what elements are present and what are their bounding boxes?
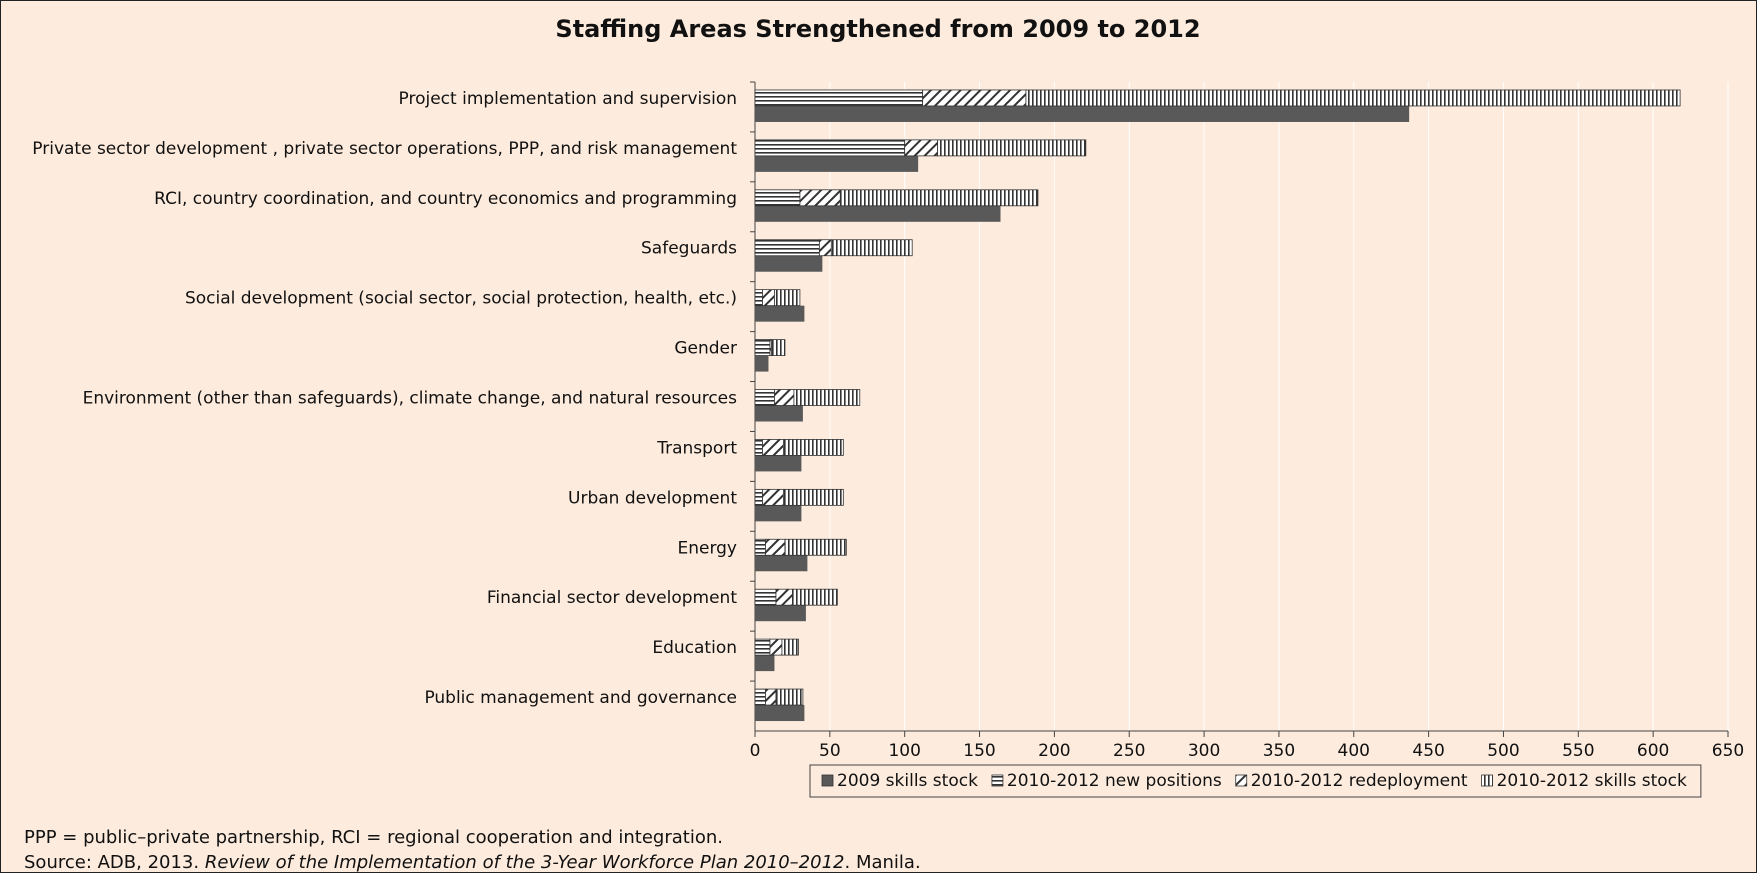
x-tick-label: 0 [750, 741, 761, 761]
bar-segment [937, 139, 1087, 157]
bar-segment [754, 239, 820, 257]
x-tick-label: 250 [1113, 741, 1145, 761]
bar-segment [784, 538, 847, 556]
bar-segment [774, 389, 795, 406]
bar-segment [771, 339, 786, 356]
y-tick-label: Private sector development , private sec… [32, 139, 737, 159]
bar-segment [754, 538, 766, 556]
bar [755, 705, 805, 722]
legend-label: 2009 skills stock [837, 771, 978, 791]
bar-segment [775, 688, 804, 706]
source-suffix: . Manila. [845, 852, 921, 873]
bar-segment [839, 189, 1039, 207]
bar [755, 605, 806, 622]
bar-segment [754, 189, 801, 207]
y-tick-label: Urban development [568, 488, 737, 508]
chart-title: Staffing Areas Strengthened from 2009 to… [555, 15, 1200, 43]
bar [755, 655, 775, 672]
x-tick-label: 650 [1712, 741, 1744, 761]
legend-label: 2010-2012 skills stock [1497, 771, 1687, 791]
bar-segment [775, 588, 793, 606]
y-tick-label: Education [652, 638, 737, 658]
bar [755, 255, 823, 272]
bar-segment [783, 488, 844, 506]
bar-segment [799, 189, 841, 207]
bar [755, 205, 1001, 222]
bar-segment [765, 538, 786, 556]
bar-segment [1025, 89, 1681, 107]
y-tick-label: Project implementation and supervision [399, 89, 737, 109]
x-tick-label: 450 [1412, 741, 1444, 761]
bar-segment [904, 139, 939, 157]
x-tick-label: 350 [1263, 741, 1295, 761]
footnote: PPP = public–private partnership, RCI = … [24, 827, 723, 848]
bar-segment [754, 339, 771, 356]
y-tick-label: Gender [674, 339, 737, 359]
bar-segment [922, 89, 1027, 107]
source-title: Review of the Implementation of the 3-Ye… [205, 852, 845, 873]
bar-segment [830, 239, 913, 257]
source-prefix: Source: ADB, 2013. [24, 852, 205, 873]
legend-swatch [1481, 774, 1493, 787]
x-tick-label: 50 [819, 741, 841, 761]
bar-segment [754, 638, 771, 656]
bar-segment [754, 139, 906, 157]
x-tick-label: 400 [1338, 741, 1370, 761]
bar-segment [754, 389, 775, 406]
source: Source: ADB, 2013. Review of the Impleme… [24, 852, 921, 873]
bar-segment [769, 638, 783, 656]
legend-swatch [991, 774, 1004, 787]
x-tick-label: 300 [1188, 741, 1220, 761]
x-tick-label: 600 [1637, 741, 1669, 761]
bar-segment [818, 239, 832, 257]
legend-label: 2010-2012 new positions [1007, 771, 1222, 791]
y-tick-label: Social development (social sector, socia… [185, 289, 737, 309]
y-tick-label: Energy [677, 538, 737, 558]
y-tick-label: Safeguards [641, 239, 737, 259]
x-tick-label: 500 [1487, 741, 1519, 761]
x-tick-label: 100 [888, 741, 920, 761]
bar [755, 105, 1410, 122]
x-tick-label: 550 [1562, 741, 1594, 761]
bar [755, 505, 802, 522]
legend-swatch [1235, 774, 1248, 787]
bar-segment [754, 89, 924, 107]
bar-segment [754, 289, 763, 307]
legend: 2009 skills stock 2010-2012 new positions… [809, 764, 1702, 798]
bar-segment [783, 439, 844, 456]
bar-segment [781, 638, 799, 656]
x-tick-label: 200 [1038, 741, 1070, 761]
bar-segment [754, 588, 777, 606]
legend-label: 2010-2012 redeployment [1251, 771, 1468, 791]
legend-box [809, 764, 1702, 798]
bar [755, 305, 805, 322]
y-tick-label: Financial sector development [487, 588, 737, 608]
bar-segment [754, 688, 766, 706]
x-tick-label: 150 [963, 741, 995, 761]
bar [755, 355, 769, 372]
bar-segment [762, 289, 775, 307]
bar-segment [765, 688, 777, 706]
y-tick-label: Public management and governance [424, 688, 737, 708]
bar [755, 455, 802, 472]
bar [755, 155, 919, 172]
bar-segment [793, 389, 861, 406]
bar-segment [762, 488, 784, 506]
legend-swatch [821, 774, 834, 787]
y-tick-label: Transport [656, 438, 737, 458]
bar-segment [754, 439, 763, 456]
bar [755, 405, 803, 422]
bar-segment [792, 588, 838, 606]
bar-segment [774, 289, 801, 307]
y-tick-label: RCI, country coordination, and country e… [154, 189, 737, 209]
bar-segment [754, 488, 763, 506]
y-tick-label: Environment (other than safeguards), cli… [83, 389, 738, 409]
bar [755, 555, 808, 572]
bar-segment [762, 439, 784, 456]
